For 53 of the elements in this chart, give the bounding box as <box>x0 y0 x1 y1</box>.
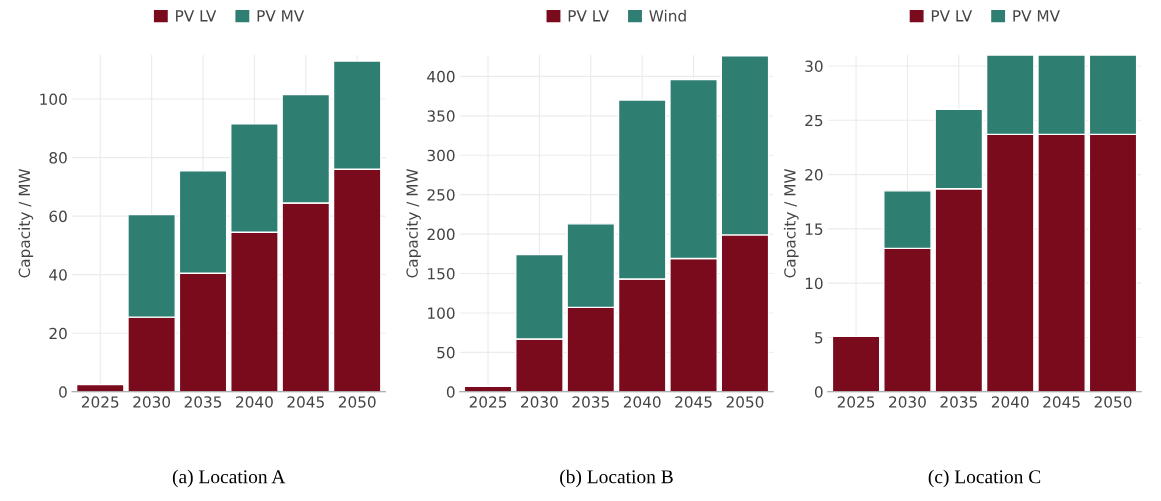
x-tick-label: 2030 <box>521 396 558 408</box>
y-tick-label: 15 <box>805 223 823 235</box>
y-tick-label: 40 <box>49 269 67 281</box>
y-tick-label: 0 <box>446 386 455 398</box>
legend-label: PV LV <box>176 10 217 22</box>
y-tick-label: 250 <box>427 189 455 201</box>
x-tick-label: 2030 <box>133 396 171 408</box>
y-tick-label: 0 <box>59 386 67 398</box>
x-tick-label: 2035 <box>184 396 222 408</box>
bar <box>831 335 881 392</box>
y-tick-label: 30 <box>805 60 823 72</box>
x-tick-label: 2040 <box>236 396 273 408</box>
legend-label: PV LV <box>931 10 973 22</box>
y-tick-label: 0 <box>814 386 823 398</box>
x-tick-label: 2035 <box>940 396 977 408</box>
y-tick-label: 100 <box>40 93 67 106</box>
y-axis-title: Capacity / MW <box>406 168 421 278</box>
y-tick-label: 60 <box>49 210 67 223</box>
x-tick-label: 2045 <box>287 396 324 408</box>
y-axis-title: Capacity / MW <box>18 168 34 278</box>
text: (c) Location C <box>928 469 1041 488</box>
x-tick-label: 2040 <box>623 396 661 408</box>
x-tick-label: 2050 <box>338 396 376 408</box>
y-tick-label: 80 <box>49 152 67 164</box>
legend-label: PV MV <box>257 10 305 22</box>
y-tick-label: 350 <box>427 110 455 122</box>
y-tick-label: 5 <box>815 332 823 344</box>
x-tick-label: 2025 <box>837 396 875 408</box>
x-tick-label: 2045 <box>1043 396 1080 408</box>
y-tick-label: 20 <box>805 169 823 181</box>
y-tick-label: 20 <box>49 327 67 340</box>
x-tick-label: 2025 <box>81 396 119 408</box>
x-tick-label: 2045 <box>675 396 712 408</box>
x-tick-label: 2035 <box>572 396 609 408</box>
y-tick-label: 400 <box>427 70 455 83</box>
y-tick-label: 300 <box>427 149 455 162</box>
legend-label: Wind <box>649 9 686 22</box>
x-tick-label: 2050 <box>726 396 764 408</box>
x-tick-label: 2040 <box>991 396 1029 408</box>
x-tick-label: 2030 <box>889 396 926 408</box>
text: (a) Location A <box>172 469 286 488</box>
x-tick-label: 2050 <box>1094 396 1132 408</box>
legend-label: PV LV <box>568 10 609 22</box>
text: (b) Location B <box>560 469 673 488</box>
y-axis-title: Capacity / MW <box>783 168 799 278</box>
y-tick-label: 200 <box>427 228 455 241</box>
y-tick-label: 10 <box>805 277 823 290</box>
y-tick-label: 150 <box>428 267 455 280</box>
x-tick-label: 2025 <box>469 396 507 408</box>
y-tick-label: 25 <box>805 114 823 127</box>
y-tick-label: 50 <box>437 346 455 359</box>
y-tick-label: 100 <box>428 307 455 319</box>
legend-label: PV MV <box>1013 10 1060 22</box>
